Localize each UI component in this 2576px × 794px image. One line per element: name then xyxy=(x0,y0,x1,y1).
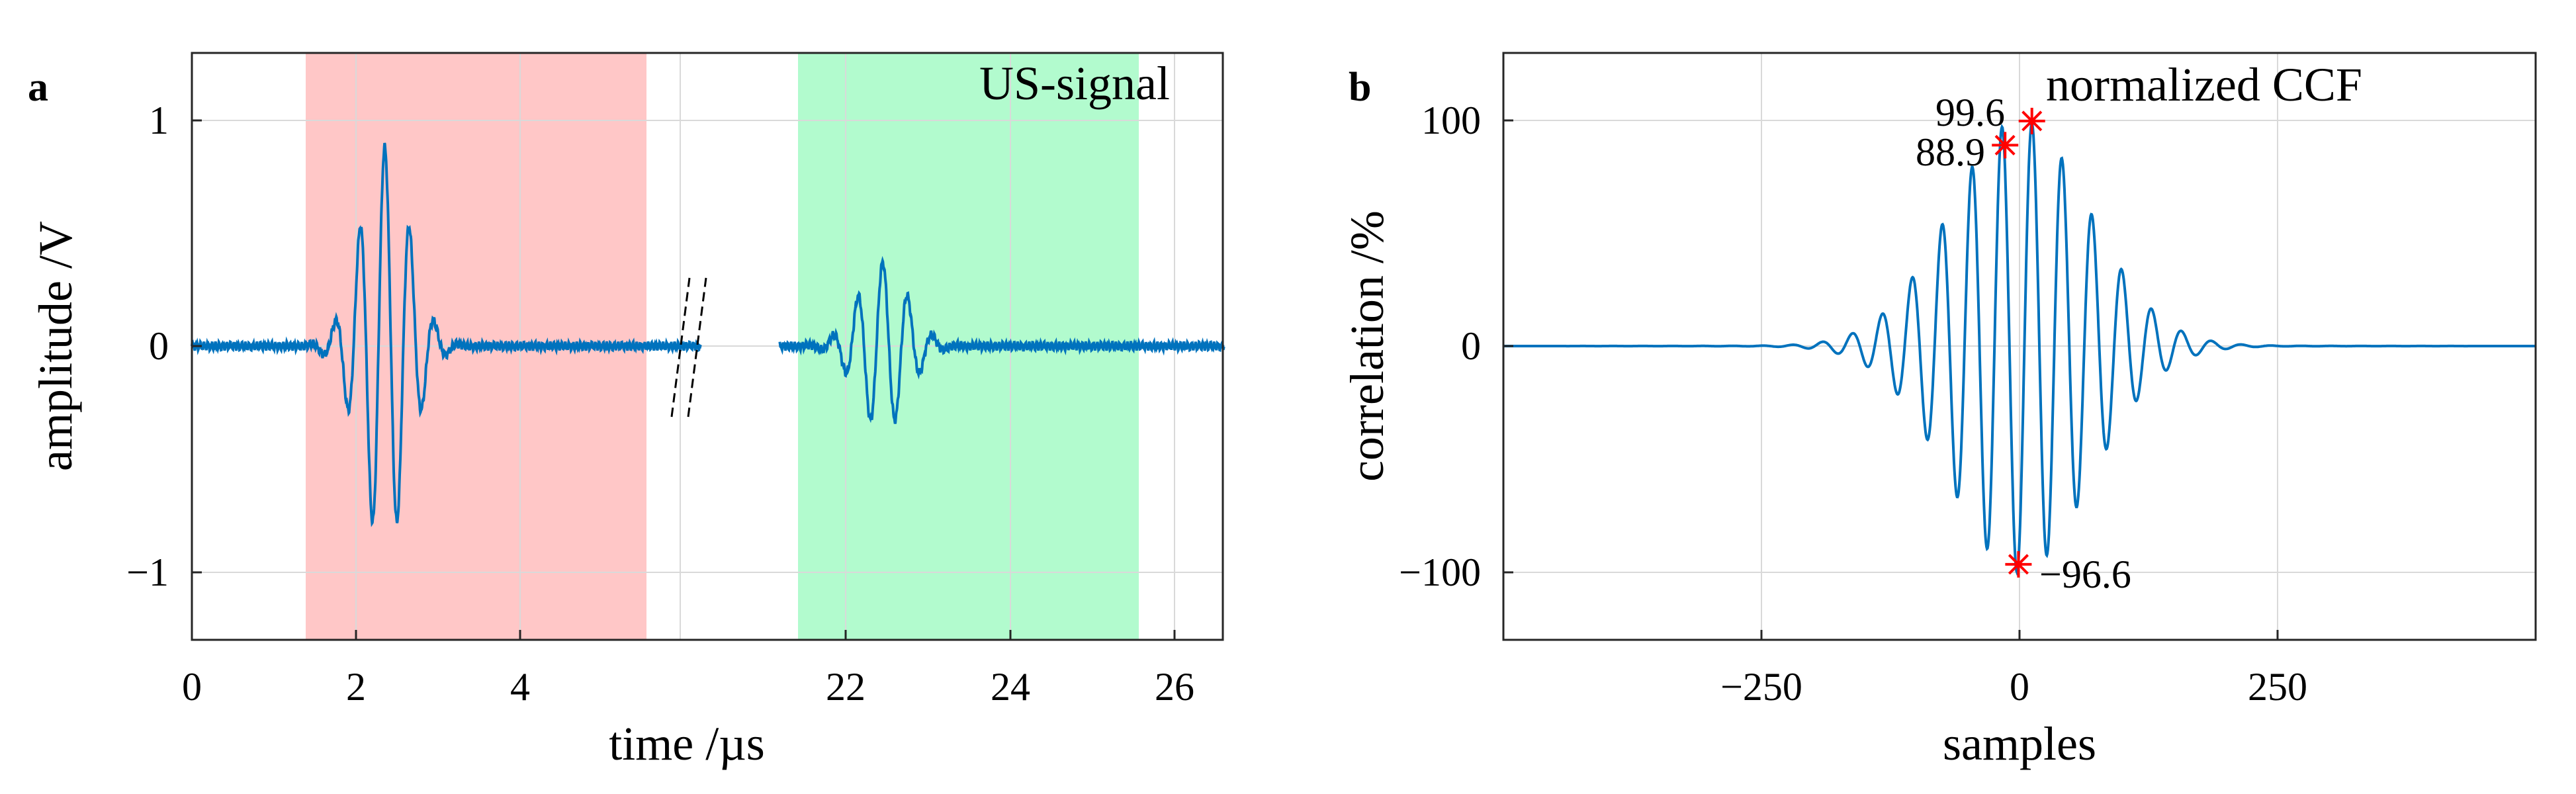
ytick-b-0: 0 xyxy=(1461,324,1481,368)
ytick-a-m1: −1 xyxy=(126,551,169,594)
series-ccf xyxy=(1503,120,2536,576)
xtick-b-250: 250 xyxy=(2248,665,2307,709)
ylabel-b: correlation /% xyxy=(1341,210,1394,482)
ytick-a-0: 0 xyxy=(149,324,169,368)
panel-b: b normalized CCF 99.6 88.9 −96.6 100 0 −… xyxy=(1341,52,2537,770)
ylabel-a: amplitude /V xyxy=(29,221,82,471)
title-b: normalized CCF xyxy=(2046,58,2362,111)
series-us-signal xyxy=(191,142,1225,527)
panel-a: a US-signal 1 0 −1 0 2 4 22 24 26 time /… xyxy=(28,52,1225,770)
title-a: US-signal xyxy=(979,57,1170,110)
peak-marker-1 xyxy=(1992,132,2019,159)
peak-marker-2 xyxy=(2005,551,2032,578)
panel-label-a: a xyxy=(28,65,48,110)
peak-label-88-9: 88.9 xyxy=(1916,130,1985,174)
xtick-a-0: 0 xyxy=(182,665,202,709)
ytick-a-1: 1 xyxy=(149,99,169,142)
axis-break-marks xyxy=(670,277,707,418)
peak-marker-0 xyxy=(2018,107,2045,134)
ytick-b-m100: −100 xyxy=(1399,551,1481,594)
peak-label-neg-96-6: −96.6 xyxy=(2039,552,2131,596)
ytick-b-100: 100 xyxy=(1421,99,1481,142)
xtick-b-m250: −250 xyxy=(1720,665,1802,709)
panel-label-b: b xyxy=(1349,65,1371,110)
xtick-a-22: 22 xyxy=(826,665,866,709)
xtick-a-24: 24 xyxy=(991,665,1030,709)
peak-markers xyxy=(1992,107,2045,578)
xlabel-b: samples xyxy=(1943,717,2096,770)
xtick-a-4: 4 xyxy=(510,665,530,709)
xtick-a-26: 26 xyxy=(1155,665,1194,709)
xtick-b-0: 0 xyxy=(2010,665,2029,709)
xlabel-a: time /µs xyxy=(609,717,764,770)
peak-label-99-6: 99.6 xyxy=(1935,91,2005,134)
xtick-a-2: 2 xyxy=(346,665,366,709)
